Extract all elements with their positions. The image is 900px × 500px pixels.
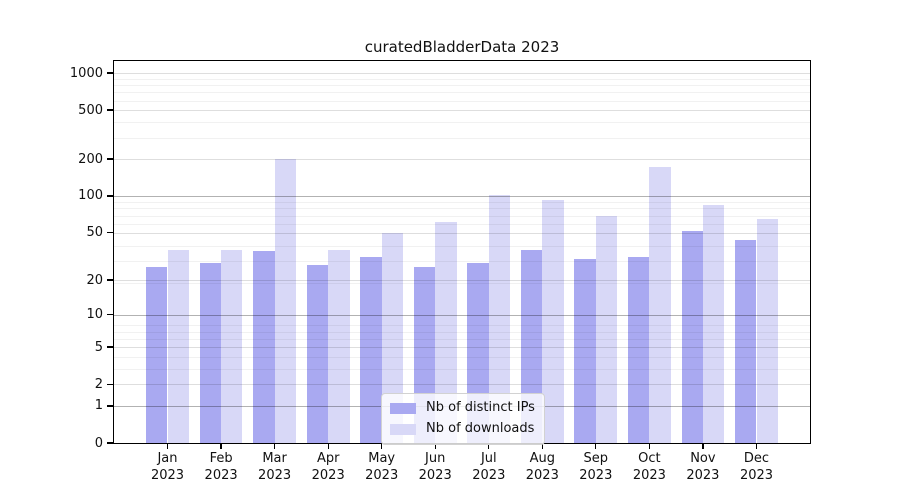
bar-ips-jan (146, 266, 168, 443)
legend-row-distinct-ips: Nb of distinct IPs (390, 399, 535, 417)
x-tickmark-jan (166, 444, 169, 449)
y-tick-label-1000: 1000 (69, 65, 103, 81)
x-tick-label-sep: Sep 2023 (579, 451, 613, 483)
plot-area: Nb of distinct IPs Nb of downloads (113, 60, 811, 445)
x-tickmark-may (381, 444, 383, 449)
x-tickmark-mar (273, 444, 276, 449)
legend-row-downloads: Nb of downloads (390, 420, 535, 438)
bar-ips-dec (735, 240, 757, 443)
bar-downloads-jun (435, 222, 457, 443)
x-tickmark-dec (755, 444, 758, 449)
x-tickmark-sep (595, 444, 597, 449)
y-tick-label-200: 200 (78, 151, 103, 167)
bar-ips-nov (681, 231, 703, 443)
bar-downloads-feb (221, 249, 243, 443)
bar-downloads-jul (488, 194, 511, 443)
y-tick-label-2: 2 (94, 376, 103, 392)
y-tick-label-500: 500 (78, 102, 103, 118)
legend-swatch-icon (390, 402, 416, 414)
y-tick-label-5: 5 (94, 339, 103, 355)
legend-swatch-icon (390, 423, 416, 435)
x-tick-label-mar: Mar 2023 (258, 451, 292, 483)
y-tick-label-20: 20 (86, 272, 103, 288)
x-tick-label-jul: Jul 2023 (472, 451, 506, 483)
x-tick-label-feb: Feb 2023 (204, 451, 238, 483)
bar-ips-apr (306, 264, 329, 443)
bar-ips-oct (628, 257, 650, 443)
x-tick-label-jan: Jan 2023 (150, 451, 185, 483)
y-tick-label-10: 10 (86, 307, 103, 323)
legend-label: Nb of distinct IPs (426, 400, 535, 415)
bar-downloads-mar (274, 159, 296, 443)
bar-downloads-jan (167, 249, 189, 443)
legend: Nb of distinct IPs Nb of downloads (381, 393, 545, 445)
bars-layer (114, 61, 810, 443)
bar-downloads-dec (756, 218, 778, 443)
x-tick-label-oct: Oct 2023 (632, 451, 666, 483)
x-tickmark-feb (220, 444, 222, 449)
bar-ips-sep (574, 259, 596, 443)
x-tick-label-may: May 2023 (365, 451, 399, 483)
bar-downloads-nov (702, 204, 725, 443)
y-tick-label-1: 1 (94, 398, 103, 414)
y-tick-label-50: 50 (86, 225, 103, 240)
x-tickmark-apr (327, 444, 329, 449)
chart-title: curatedBladderData 2023 (364, 38, 560, 56)
x-tick-label-jun: Jun 2023 (418, 451, 452, 483)
x-tickmark-oct (648, 444, 651, 449)
bar-ips-mar (253, 251, 275, 443)
bar-downloads-sep (595, 216, 618, 443)
bar-downloads-oct (649, 167, 671, 443)
x-tickmark-nov (702, 444, 704, 449)
x-tick-label-aug: Aug 2023 (525, 451, 559, 483)
bar-ips-may (360, 257, 382, 443)
x-tick-label-nov: Nov 2023 (686, 451, 720, 483)
x-tick-label-dec: Dec 2023 (739, 451, 774, 483)
x-tick-label-apr: Apr 2023 (311, 451, 345, 483)
bar-ips-feb (199, 262, 222, 443)
bar-downloads-apr (328, 249, 350, 443)
bar-downloads-may (381, 232, 404, 443)
bar-downloads-aug (542, 199, 564, 443)
legend-label: Nb of downloads (426, 421, 535, 436)
y-tick-label-100: 100 (78, 188, 103, 204)
y-tick-label-0: 0 (94, 435, 103, 451)
